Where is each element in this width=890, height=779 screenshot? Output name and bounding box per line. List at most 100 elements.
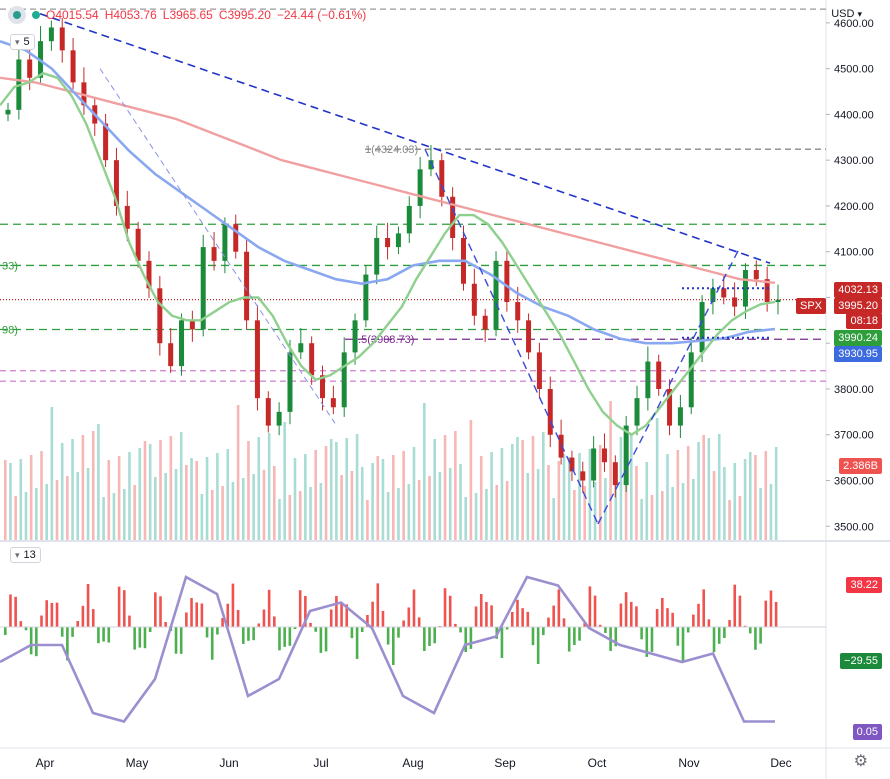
volume-bar — [428, 476, 431, 540]
volume-bar — [14, 496, 17, 540]
osc-bar — [738, 595, 742, 627]
volume-bar — [319, 483, 323, 540]
volume-bar — [262, 470, 266, 540]
candle-body — [135, 228, 141, 261]
volume-bar — [474, 493, 478, 540]
candle-body — [580, 471, 586, 481]
candle-body — [406, 205, 412, 234]
osc-bar — [371, 601, 374, 627]
volume-bar — [666, 454, 669, 540]
volume-bar — [252, 474, 255, 540]
osc-bar — [273, 616, 276, 627]
osc-bar — [454, 623, 457, 627]
symbol-icon[interactable] — [8, 6, 26, 24]
osc-bar — [231, 583, 235, 627]
volume-bar — [645, 462, 649, 540]
volume-bar — [433, 439, 436, 540]
candle-body — [526, 320, 532, 353]
y-tick-label: 4100.00 — [834, 247, 874, 259]
volume-bar — [71, 439, 74, 540]
osc-bar — [257, 623, 261, 627]
osc-bar — [236, 609, 240, 627]
osc-bar — [128, 615, 131, 627]
osc-bar — [536, 627, 540, 664]
x-tick-label: Nov — [678, 756, 699, 770]
volume-bar — [4, 460, 7, 540]
left-label-33: 33) — [2, 260, 18, 272]
volume-bar — [133, 485, 136, 540]
volume-bar — [557, 461, 561, 540]
candle-body — [667, 388, 673, 426]
osc-bar — [50, 602, 54, 627]
y-tick-label: 3700.00 — [834, 430, 874, 442]
lower-pane-toggle[interactable]: ▾ 13 — [10, 547, 41, 563]
osc-bar — [764, 600, 768, 627]
candle-body — [179, 320, 185, 367]
volume-bar — [236, 405, 240, 540]
candle-body — [330, 398, 336, 408]
osc-bar — [40, 615, 43, 627]
candle-body — [753, 270, 759, 280]
volume-bar — [350, 471, 354, 540]
volume-bar — [702, 435, 705, 540]
volume-bar — [288, 495, 292, 540]
osc-bar — [283, 627, 286, 647]
osc-bar — [505, 627, 509, 630]
volume-bar — [283, 422, 286, 540]
osc-bar — [309, 622, 312, 627]
volume-bar — [24, 492, 28, 540]
gear-icon[interactable]: ⚙ — [853, 753, 868, 770]
volume-bar — [216, 453, 219, 540]
indicator-toggle[interactable]: ▾ 5 — [10, 34, 35, 50]
volume-bar — [60, 443, 64, 540]
candle-body — [157, 288, 163, 344]
candle-body — [124, 205, 130, 229]
osc-bar — [360, 627, 364, 633]
candle-body — [656, 361, 662, 389]
volume-bar — [148, 444, 152, 540]
candle-body — [710, 288, 716, 303]
volume-bar — [624, 470, 628, 540]
currency-selector[interactable]: USD ▾ — [831, 8, 862, 20]
osc-bar — [697, 603, 700, 627]
volume-bar — [138, 448, 142, 540]
osc-bar — [712, 627, 716, 653]
osc-bar — [19, 621, 23, 627]
osc-bar — [557, 589, 561, 627]
candle-body — [352, 320, 358, 353]
volume-bar — [174, 469, 178, 540]
candle-body — [623, 425, 629, 486]
volume-bar — [190, 458, 193, 540]
osc-bar — [71, 627, 74, 637]
volume-bar — [443, 435, 447, 540]
price-tag-ma-mid: 3930.95 — [834, 346, 882, 362]
volume-bar — [516, 437, 519, 540]
osc-bar — [143, 627, 147, 649]
chart-header: O4015.54 H4053.76 L3965.65 C3995.20 −24.… — [8, 6, 366, 24]
volume-bar — [407, 484, 411, 540]
volume-bar — [381, 459, 385, 540]
volume-bar — [122, 489, 126, 540]
candle-body — [59, 27, 65, 51]
volume-bar — [86, 468, 90, 540]
osc-bar — [278, 627, 281, 651]
osc-bar — [692, 614, 695, 627]
volume-bar — [521, 440, 524, 540]
osc-bar — [588, 586, 592, 627]
osc-bar — [443, 588, 447, 627]
volume-bar — [661, 491, 664, 540]
osc-bar — [190, 598, 193, 627]
volume-bar — [76, 472, 80, 540]
ma-slow-line — [0, 76, 776, 284]
volume-bar — [573, 490, 576, 540]
osc-bar — [448, 595, 452, 627]
volume-bar — [112, 493, 116, 540]
osc-bar — [407, 607, 411, 627]
volume-bar — [35, 488, 38, 540]
volume-bar — [526, 473, 530, 540]
volume-bar — [464, 497, 468, 540]
chevron-down-icon: ▾ — [857, 8, 862, 19]
osc-bar — [573, 627, 576, 645]
candle-body — [113, 160, 119, 206]
